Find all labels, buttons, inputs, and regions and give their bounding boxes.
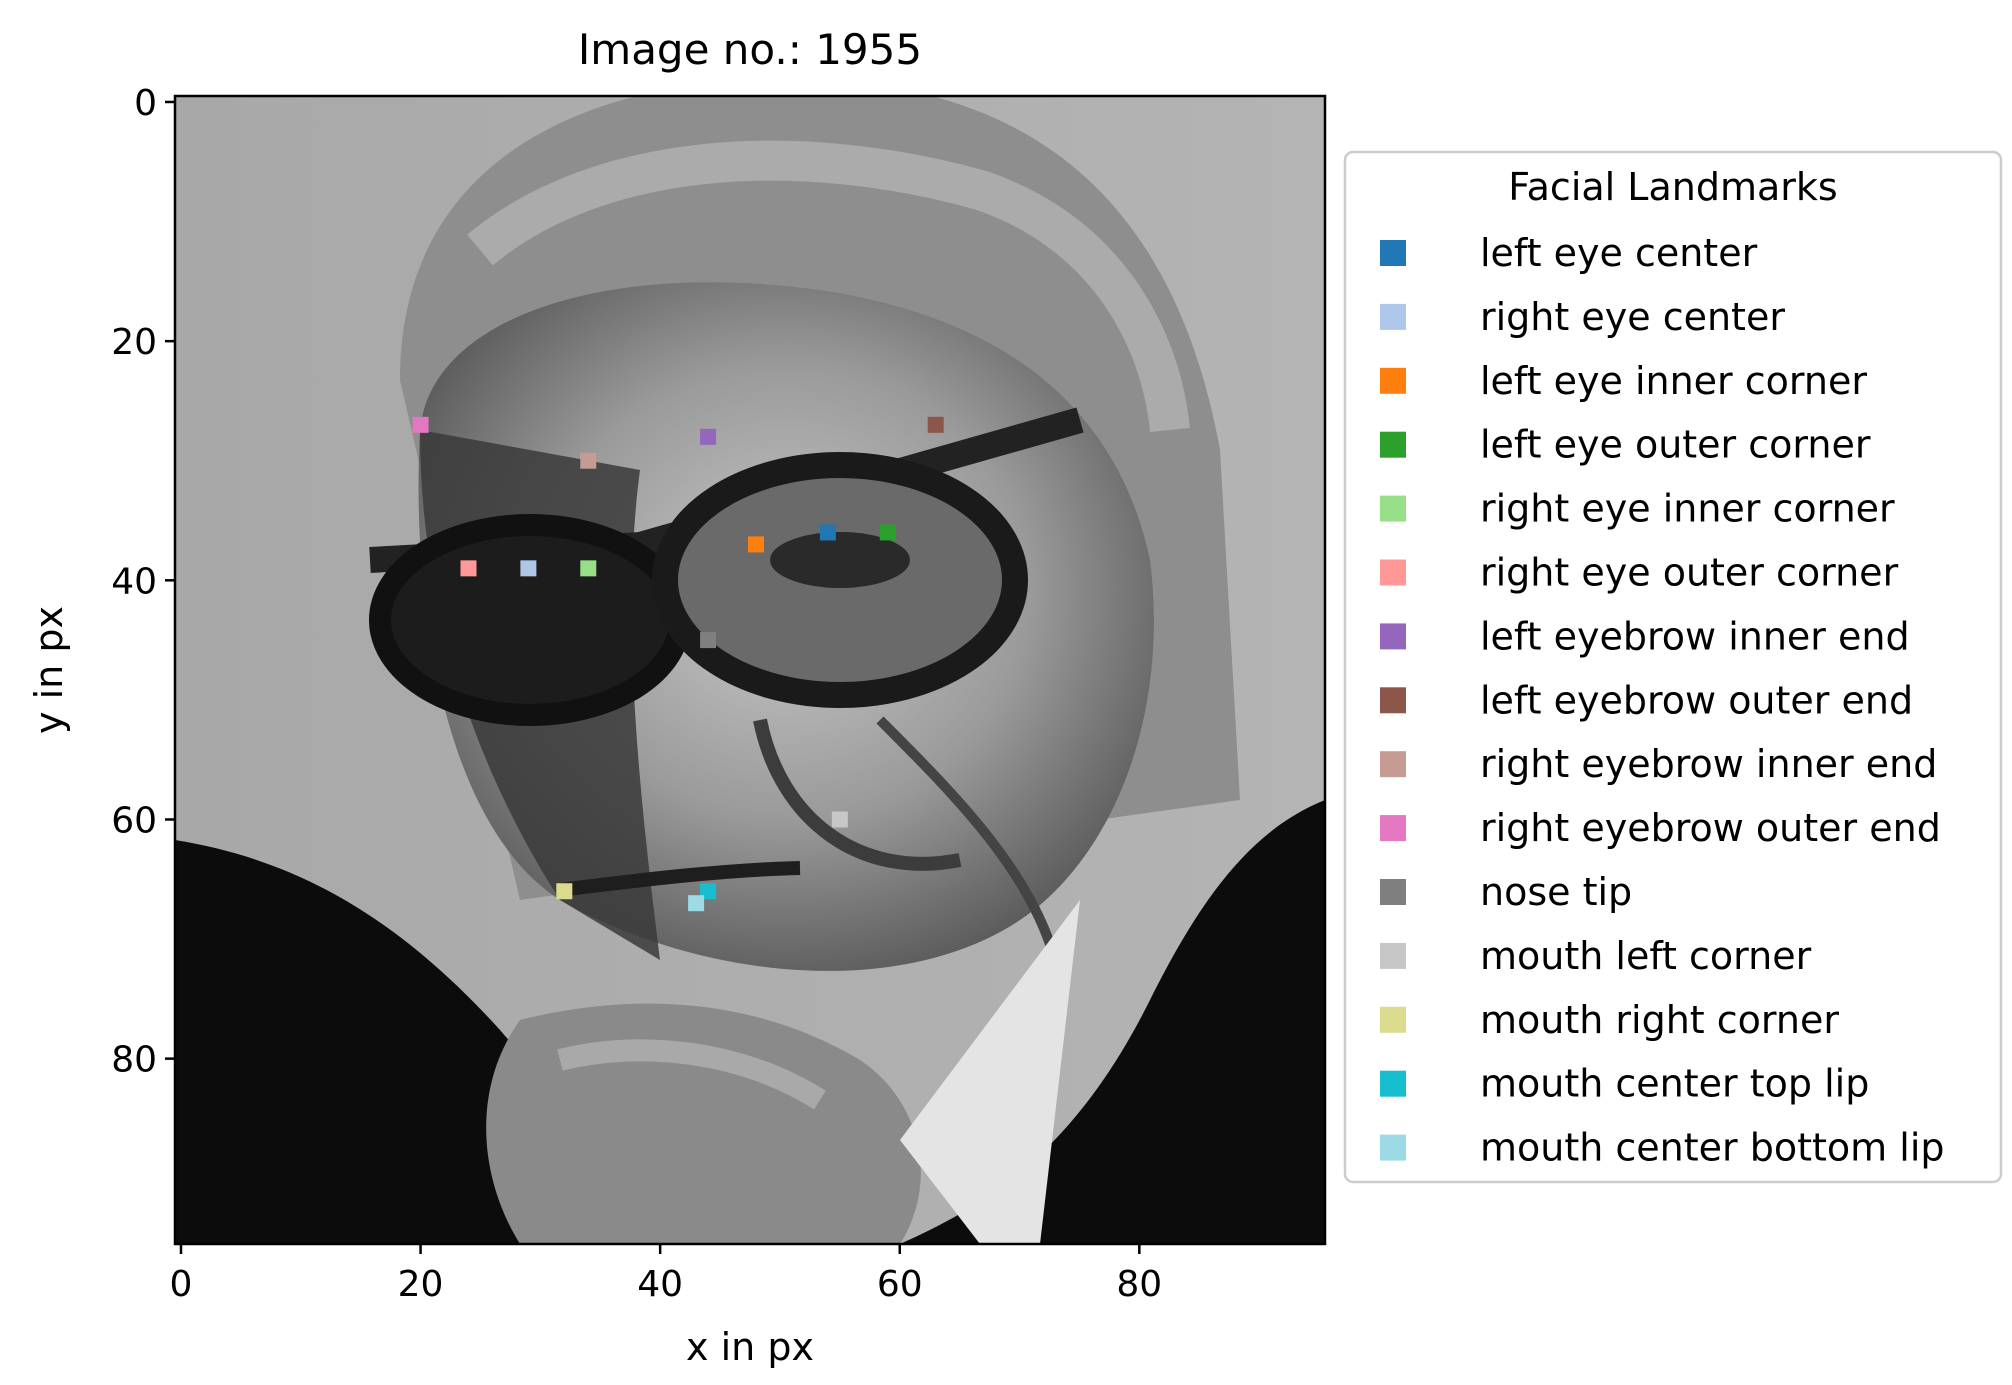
y-axis-label: y in px (27, 606, 71, 734)
legend-label: left eye outer corner (1480, 423, 1871, 467)
y-axis: 0 20 40 60 80 (111, 83, 175, 1081)
landmark-point-left-eye-outer-corner (879, 524, 896, 541)
legend-label: nose tip (1480, 870, 1632, 914)
y-tick-label: 80 (111, 1040, 157, 1081)
legend-swatch (1380, 1070, 1406, 1097)
y-tick-label: 0 (134, 83, 157, 124)
legend-label: left eyebrow outer end (1480, 678, 1913, 722)
x-axis: 0 20 40 60 80 (170, 1244, 1162, 1305)
legend-label: mouth center top lip (1480, 1062, 1869, 1106)
legend-swatch (1380, 1006, 1406, 1033)
legend: Facial Landmarks left eye center right ey… (1343, 150, 2003, 1184)
legend-swatch (1380, 942, 1406, 969)
x-axis-label: x in px (686, 1325, 814, 1369)
legend-label: right eye inner corner (1480, 487, 1895, 531)
legend-swatch (1380, 751, 1406, 778)
legend-label: right eyebrow inner end (1480, 742, 1937, 786)
landmark-point-left-eye-inner-corner (747, 536, 764, 553)
legend-label: left eye center (1480, 231, 1758, 275)
legend-label: left eyebrow inner end (1480, 614, 1910, 658)
chart-title: Image no.: 1955 (578, 25, 922, 74)
legend-label: right eyebrow outer end (1480, 806, 1941, 850)
legend-swatch (1380, 431, 1406, 458)
x-tick-label: 20 (398, 1264, 444, 1305)
x-tick-label: 0 (170, 1264, 193, 1305)
legend-swatch (1380, 879, 1406, 905)
legend-swatch (1380, 495, 1406, 522)
legend-label: mouth left corner (1480, 934, 1812, 978)
legend-swatch (1380, 815, 1406, 842)
x-tick-label: 40 (637, 1264, 683, 1305)
face-photo (175, 96, 1325, 1244)
legend-label: mouth center bottom lip (1480, 1126, 1945, 1170)
y-tick-label: 20 (111, 322, 157, 363)
landmark-point-mouth-right-corner (556, 883, 573, 900)
legend-swatch (1380, 367, 1406, 394)
landmark-point-left-eyebrow-inner-end (700, 428, 717, 445)
legend-swatch (1380, 1134, 1406, 1161)
legend-box (1343, 150, 2003, 1184)
landmark-point-right-eye-center (520, 560, 537, 577)
legend-swatch (1380, 623, 1406, 650)
legend-swatch (1380, 559, 1406, 586)
legend-label: right eye outer corner (1480, 551, 1899, 595)
landmark-point-right-eye-outer-corner (460, 560, 477, 577)
x-tick-label: 60 (877, 1264, 923, 1305)
legend-label: left eye inner corner (1480, 359, 1867, 403)
landmark-point-right-eyebrow-outer-end (412, 416, 429, 433)
landmark-point-right-eyebrow-inner-end (580, 452, 597, 469)
landmark-point-mouth-left-corner (831, 811, 848, 828)
y-tick-label: 40 (111, 561, 157, 602)
landmark-point-left-eye-center (819, 524, 836, 541)
plot-frame (173, 94, 1327, 1246)
legend-entries: left eye center right eye center left eye … (1380, 231, 1945, 1170)
landmark-points (412, 416, 944, 912)
landmark-point-right-eye-inner-corner (580, 560, 597, 577)
legend-label: mouth right corner (1480, 998, 1839, 1042)
x-tick-label: 80 (1116, 1264, 1162, 1305)
legend-swatch (1380, 240, 1406, 266)
legend-title: Facial Landmarks (1508, 165, 1837, 209)
legend-swatch (1380, 303, 1406, 330)
legend-label: right eye center (1480, 295, 1785, 339)
legend-swatch (1380, 687, 1406, 714)
landmark-point-mouth-center-bottom-lip (688, 895, 705, 912)
landmark-point-nose-tip (700, 632, 717, 649)
y-tick-label: 60 (111, 800, 157, 841)
landmark-point-left-eyebrow-outer-end (927, 416, 944, 433)
